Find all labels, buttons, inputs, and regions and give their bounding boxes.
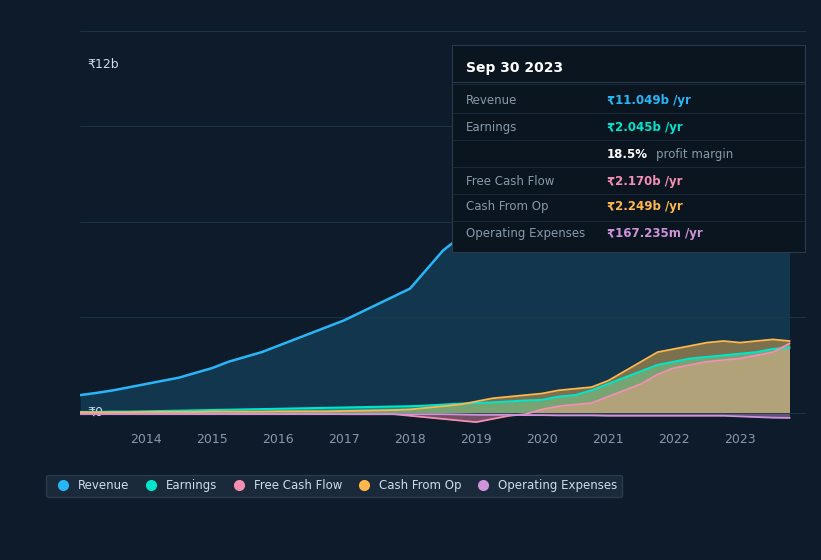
Text: Earnings: Earnings — [466, 121, 517, 134]
Text: Sep 30 2023: Sep 30 2023 — [466, 62, 563, 76]
Text: ₹167.235m /yr: ₹167.235m /yr — [607, 227, 703, 240]
Text: Operating Expenses: Operating Expenses — [466, 227, 585, 240]
Text: ₹12b: ₹12b — [88, 58, 119, 71]
Text: 18.5%: 18.5% — [607, 148, 648, 161]
Text: ₹0: ₹0 — [88, 405, 103, 418]
Text: ₹2.170b /yr: ₹2.170b /yr — [607, 175, 682, 188]
Text: ₹11.049b /yr: ₹11.049b /yr — [607, 94, 690, 108]
Text: profit margin: profit margin — [656, 148, 733, 161]
Text: Revenue: Revenue — [466, 94, 517, 108]
Text: Free Cash Flow: Free Cash Flow — [466, 175, 554, 188]
Text: ₹2.249b /yr: ₹2.249b /yr — [607, 200, 682, 213]
Legend: Revenue, Earnings, Free Cash Flow, Cash From Op, Operating Expenses: Revenue, Earnings, Free Cash Flow, Cash … — [46, 474, 622, 497]
Text: Cash From Op: Cash From Op — [466, 200, 548, 213]
Text: ₹2.045b /yr: ₹2.045b /yr — [607, 121, 682, 134]
